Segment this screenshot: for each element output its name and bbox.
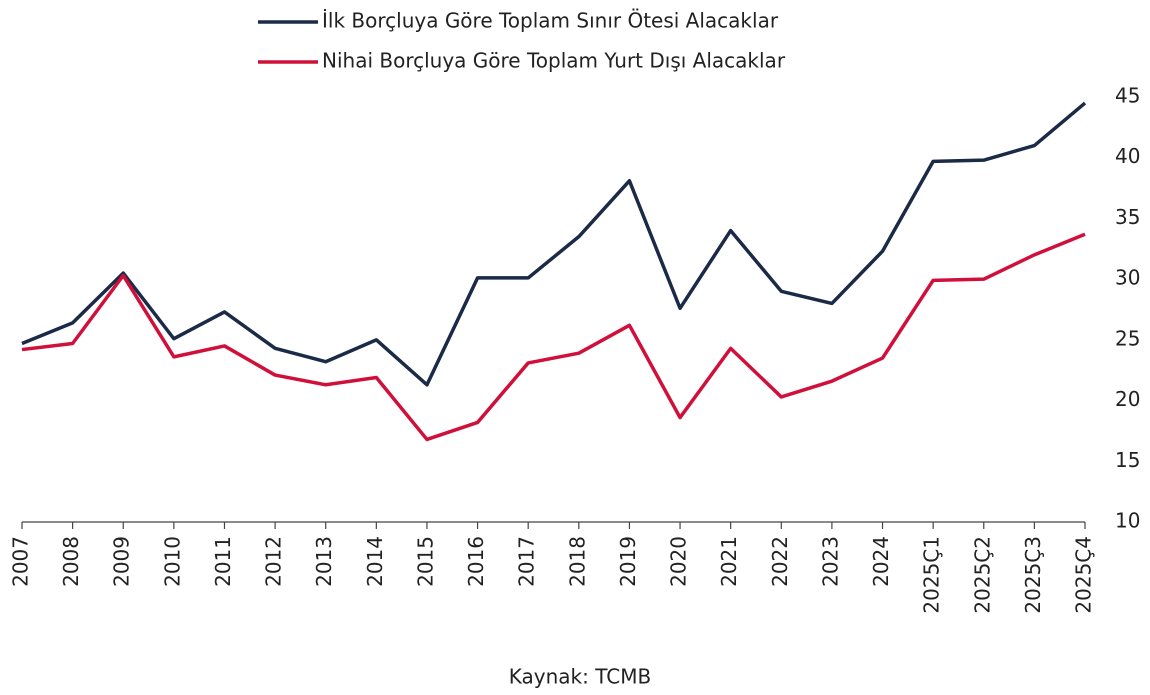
x-tick-label: 2016: [464, 536, 488, 587]
y-tick-label: 25: [1115, 326, 1140, 350]
x-tick-label: 2008: [59, 536, 83, 587]
x-tick-label: 2009: [110, 536, 134, 587]
y-tick-label: 35: [1115, 205, 1140, 229]
x-tick-label: 2010: [160, 536, 184, 587]
x-tick-label: 2024: [869, 536, 893, 587]
legend-label: İlk Borçluya Göre Toplam Sınır Ötesi Ala…: [322, 9, 779, 33]
x-tick-label: 2018: [565, 536, 589, 587]
x-tick-label: 2019: [616, 536, 640, 587]
line-series: [21, 232, 1086, 442]
x-tick-label: 2025Ç1: [920, 536, 944, 614]
y-tick-label: 45: [1115, 84, 1140, 108]
y-tick-label: 40: [1115, 144, 1140, 168]
x-tick-label: 2011: [211, 536, 235, 587]
line-series: [21, 101, 1087, 387]
x-tick-label: 2014: [363, 536, 387, 587]
y-tick-label: 20: [1115, 387, 1140, 411]
y-tick-label: 30: [1115, 266, 1140, 290]
x-tick-label: 2007: [9, 536, 33, 587]
x-tick-label: 2025Ç2: [970, 536, 994, 614]
x-tick-label: 2015: [413, 536, 437, 587]
y-tick-label: 10: [1115, 509, 1140, 533]
x-tick-label: 2020: [667, 536, 691, 587]
y-tick-label: 15: [1115, 448, 1140, 472]
x-tick-label: 2012: [262, 536, 286, 587]
x-tick-label: 2025Ç3: [1021, 536, 1045, 614]
source: Kaynak: TCMB: [509, 665, 651, 689]
x-tick-label: 2025Ç4: [1072, 536, 1096, 614]
x-tick-label: 2013: [312, 536, 336, 587]
x-tick-label: 2022: [768, 536, 792, 587]
x-tick-label: 2021: [717, 536, 741, 587]
legend-label: Nihai Borçluya Göre Toplam Yurt Dışı Ala…: [322, 49, 786, 73]
x-tick-label: 2023: [818, 536, 842, 587]
x-tick-label: 2017: [515, 536, 539, 587]
